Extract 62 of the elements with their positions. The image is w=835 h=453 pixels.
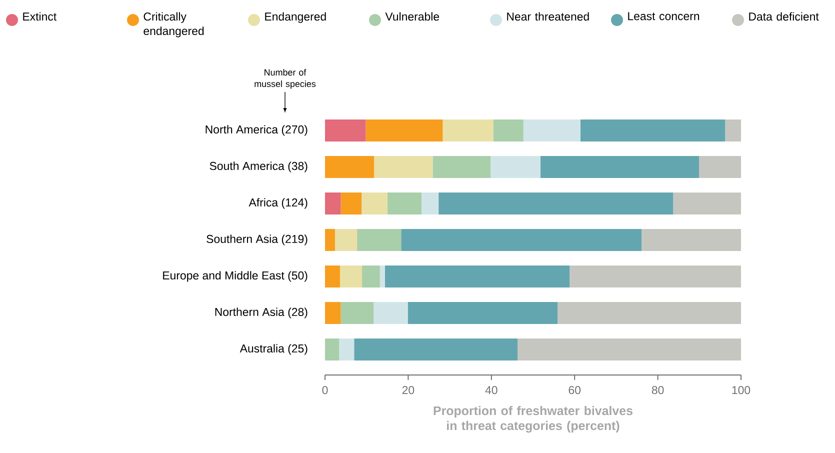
bar [387,192,422,214]
y-tick-label: North America (270) [206,125,308,136]
bar [642,228,742,251]
bar [493,119,524,142]
bar [325,119,366,142]
bar [408,302,558,324]
bar [384,265,570,288]
bar [340,265,362,288]
bar [558,302,742,324]
bar [357,228,402,251]
legend-label: Vulnerable [385,12,440,21]
bar [422,192,439,214]
x-tick-label: 80 [652,386,664,394]
bar [362,265,380,288]
bar [366,119,443,142]
x-tick-label: 40 [485,386,498,394]
bar [334,228,358,251]
bar [570,265,742,288]
y-tick-label: Australia (25) [240,344,308,355]
y-tick-label: Southern Asia (219) [206,234,308,246]
x-tick-label: 100 [732,386,750,394]
text: Number of mussel species [254,68,316,89]
legend-label: Least concern [628,12,700,20]
legend-label: Critically endangered [144,12,204,38]
bar [438,192,674,214]
bar [325,302,341,324]
bar [354,338,518,360]
bar [325,338,340,360]
bar [432,156,491,178]
legend-label: Extinct [23,12,56,21]
y-tick-label: Europe and Middle East (50) [163,271,308,282]
bar [673,192,742,214]
legend-label: Endangered [265,12,326,23]
x-tick-label: 20 [402,386,414,394]
bar [490,156,540,178]
x-axis-title: Proportion of freshwater bivalves in threat categories (percent) [434,406,632,433]
legend-label: Near threatened [507,12,589,21]
bar [325,265,340,288]
bar [401,228,642,251]
bar [380,265,385,288]
bar [518,338,742,360]
bar [362,192,388,214]
bar [374,156,433,178]
y-tick-label: Africa (124) [248,198,308,209]
bar [339,338,354,360]
y-tick-label: South America (38) [210,162,308,172]
bar [374,302,408,324]
bar [340,302,374,324]
x-tick-label: 0 [322,386,328,394]
bar [325,228,335,251]
bar [325,156,374,178]
bar [540,156,699,178]
bar [580,119,726,142]
bar [442,119,494,142]
x-tick-label: 60 [568,386,581,394]
bar [340,192,362,214]
bar [325,192,341,214]
legend-label: Data deficient [749,12,819,21]
bar [523,119,580,142]
y-tick-label: Northern Asia (28) [215,308,308,318]
bar [698,156,742,178]
bar [725,119,742,142]
